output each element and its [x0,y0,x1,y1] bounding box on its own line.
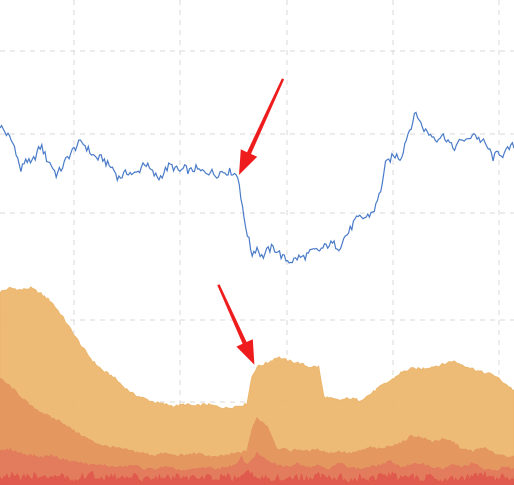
annotations [217,78,285,365]
annotation-arrow [239,78,285,175]
area-chart [0,286,514,485]
annotation-arrow [217,284,255,365]
series-area [0,286,514,485]
series-area [0,469,514,485]
series-line [0,111,514,264]
line-chart [0,111,514,264]
series-area [0,378,514,485]
